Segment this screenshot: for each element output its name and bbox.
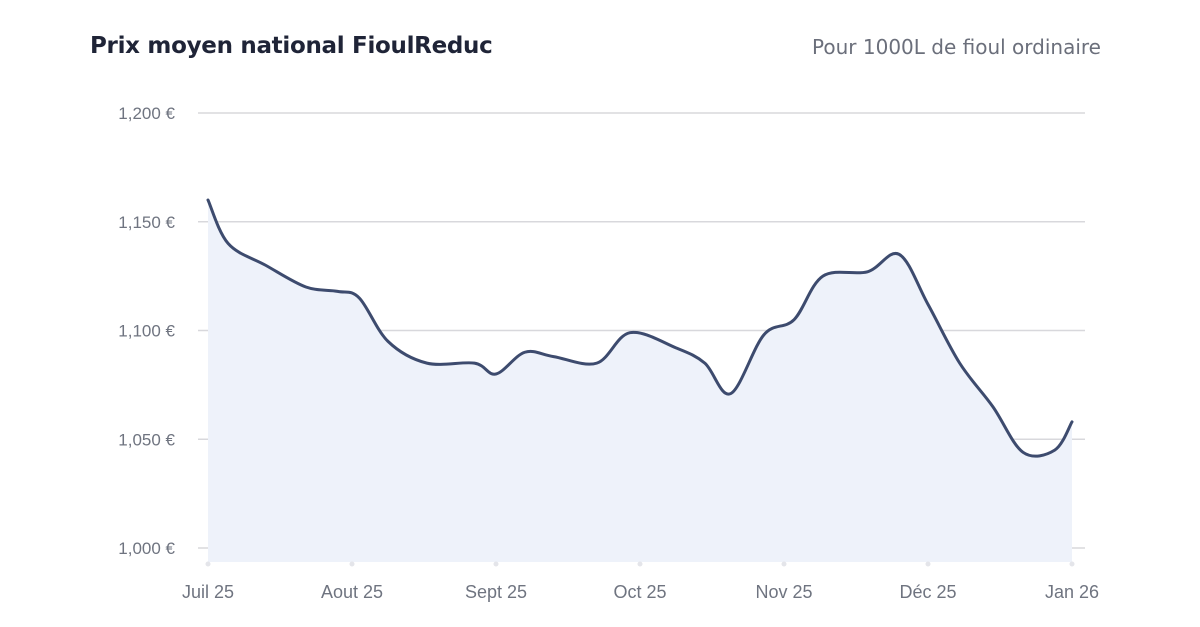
x-tick-label: Aout 25 [321,582,383,602]
x-tick-mark [493,561,499,567]
y-axis-ticks: 1,000 € 1,050 € 1,100 € 1,150 € 1,200 € [118,104,175,558]
x-tick-mark [349,561,355,567]
x-axis-ticks: Juil 25 Aout 25 Sept 25 Oct 25 Nov 25 Déc 25 J… [182,561,1099,602]
y-tick-label: 1,050 € [118,430,175,449]
x-tick-mark [205,561,211,567]
data-point [822,275,824,277]
data-point [337,290,339,292]
x-tick-mark [781,561,787,567]
data-point [992,406,994,408]
data-point [524,351,526,353]
data-point [704,362,706,364]
data-point [207,199,209,201]
data-point [1054,449,1056,451]
data-point [867,271,869,273]
data-point [763,334,765,336]
data-point [265,264,267,266]
data-point [358,297,360,299]
data-point [898,253,900,255]
x-tick-label: Sept 25 [465,582,527,602]
chart-subtitle: Pour 1000L de fioul ordinaire [812,35,1101,59]
y-tick-label: 1,100 € [118,322,175,341]
y-tick-label: 1,000 € [118,539,175,558]
chart-title: Prix moyen national FioulReduc [90,33,493,59]
data-point [387,340,389,342]
data-point [1071,421,1073,423]
data-point [495,373,497,375]
x-tick-mark [925,561,931,567]
data-point [596,362,598,364]
data-point [629,332,631,334]
x-tick-label: Oct 25 [613,582,666,602]
data-point [793,319,795,321]
data-point [227,243,229,245]
data-point [305,286,307,288]
price-area [208,200,1072,562]
data-point [426,362,428,364]
data-point [959,362,961,364]
price-line [206,198,1074,458]
data-point [1022,451,1024,453]
data-point [730,393,732,395]
data-point [473,362,475,364]
y-tick-label: 1,200 € [118,104,175,123]
x-tick-mark [637,561,643,567]
x-tick-label: Jan 26 [1045,582,1099,602]
x-tick-mark [1069,561,1075,567]
data-point [675,347,677,349]
x-tick-label: Juil 25 [182,582,234,602]
x-tick-label: Nov 25 [755,582,812,602]
y-tick-label: 1,150 € [118,213,175,232]
x-tick-label: Déc 25 [899,582,956,602]
data-point [553,356,555,358]
data-point [927,303,929,305]
